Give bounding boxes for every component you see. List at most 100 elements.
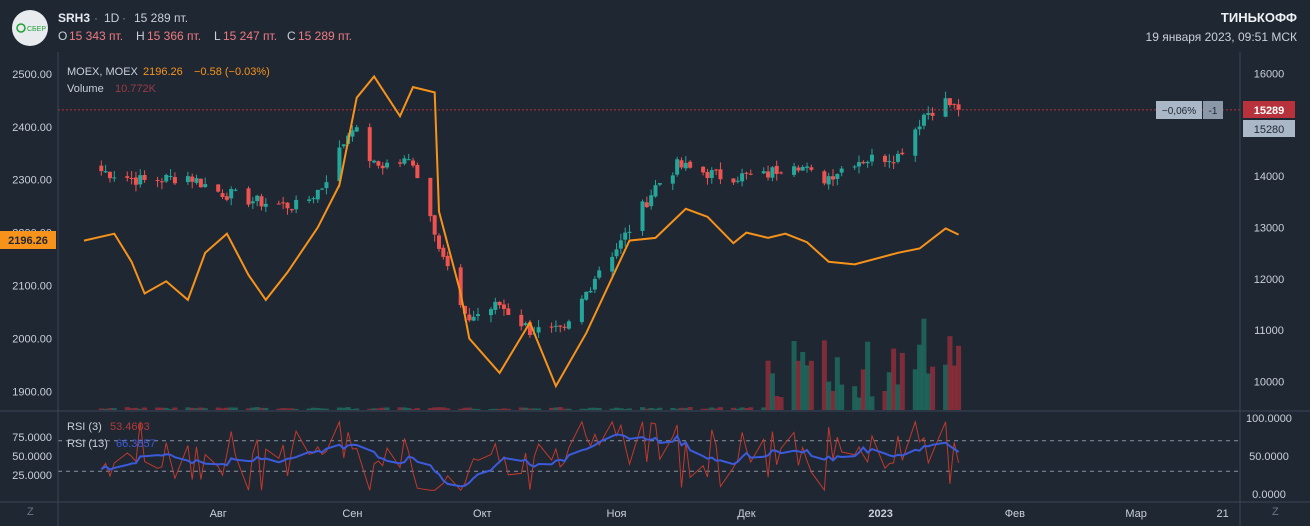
x-tick-label: Фев xyxy=(1005,508,1025,520)
datetime: 19 января 2023, 09:51 МСК xyxy=(1146,30,1297,44)
separator-dot: · xyxy=(94,11,98,25)
zoom-icon[interactable]: Z xyxy=(1272,506,1279,518)
candle-body xyxy=(683,162,688,169)
volume-bar xyxy=(943,364,949,410)
volume-bar xyxy=(445,408,451,410)
volume-bar xyxy=(657,407,663,410)
candle-body xyxy=(276,203,281,205)
candle-body xyxy=(471,316,476,321)
volume-bar xyxy=(834,357,840,410)
zoom-icon[interactable]: Z xyxy=(27,506,34,518)
candle-body xyxy=(891,162,896,164)
x-tick-label: Мар xyxy=(1125,508,1147,520)
ohlc-o-label: O xyxy=(58,29,67,43)
candle-body xyxy=(411,160,416,166)
rsi13-legend-label: RSI (13) xyxy=(67,438,108,450)
volume-bar xyxy=(410,408,416,410)
candle-body xyxy=(839,168,844,173)
right-tick-label: 11000 xyxy=(1254,325,1284,337)
candle-body xyxy=(856,162,861,167)
volume-bar xyxy=(263,407,269,410)
candle-body xyxy=(809,167,814,170)
last-price: 15 289 пт. xyxy=(134,11,188,25)
volume-bar xyxy=(124,407,130,410)
volume-bar xyxy=(168,408,174,410)
volume-bar xyxy=(107,408,113,410)
volume-bar xyxy=(791,340,797,410)
left-tick-label: 2400.00 xyxy=(12,122,52,134)
candle-body xyxy=(441,247,446,257)
volume-bar xyxy=(549,407,555,410)
candle-body xyxy=(103,171,108,173)
candle-body xyxy=(705,171,710,179)
volume-bar xyxy=(622,408,628,410)
ticker: SRH3 xyxy=(58,11,90,25)
rsi-panel xyxy=(58,419,1240,492)
candle-body xyxy=(475,314,480,317)
candle-body xyxy=(311,198,316,200)
volume-bar xyxy=(800,351,806,410)
volume-legend-value: 10.772K xyxy=(115,83,157,95)
price-line-value: 15280 xyxy=(1254,124,1285,136)
candle-body xyxy=(281,202,286,204)
volume-bar xyxy=(895,384,901,410)
order-badge[interactable]: −0,06% -1 xyxy=(1156,101,1223,119)
candle-body xyxy=(597,270,602,278)
candles[interactable] xyxy=(99,91,961,338)
rsi13-line xyxy=(100,433,960,488)
candle-body xyxy=(852,166,857,168)
volume-bar xyxy=(246,408,252,410)
candle-body xyxy=(562,326,567,328)
moex-last-badge: 2196.26 xyxy=(0,231,56,249)
candle-body xyxy=(956,104,961,110)
volume-bar xyxy=(319,408,325,410)
volume-bar xyxy=(886,372,892,410)
volume-bar xyxy=(155,407,161,410)
volume-bar xyxy=(250,407,256,410)
volume-bar xyxy=(505,408,511,410)
rsi3-legend-value: 53.4603 xyxy=(110,421,150,433)
interval[interactable]: 1D xyxy=(104,11,120,25)
candle-body xyxy=(376,161,381,166)
volume-bar xyxy=(440,407,446,410)
volume-bar xyxy=(839,384,845,410)
volume-bar xyxy=(730,407,736,410)
candle-body xyxy=(865,161,870,164)
volume-bar xyxy=(458,408,464,410)
candle-body xyxy=(324,182,329,189)
candle-body xyxy=(255,195,260,202)
volume-bar xyxy=(323,408,329,410)
ohlc-l-label: L xyxy=(214,29,221,43)
candle-body xyxy=(337,147,342,182)
sber-logo xyxy=(12,10,48,46)
volume-bar xyxy=(436,407,442,410)
volume-bar xyxy=(956,345,962,410)
candle-body xyxy=(822,171,827,184)
candle-body xyxy=(142,174,147,181)
volume-bar xyxy=(917,344,923,410)
candle-body xyxy=(882,155,887,162)
volume-bar xyxy=(804,365,810,410)
volume-bar xyxy=(700,408,706,410)
candle-body xyxy=(138,175,143,185)
volume-bar xyxy=(947,336,953,410)
candle-body xyxy=(913,129,918,156)
brand-logo: ТИНЬКОФФ xyxy=(1221,10,1297,25)
volume-bar xyxy=(185,407,191,410)
candle-body xyxy=(947,98,952,106)
ohlc-c-value: 15 289 пт. xyxy=(298,29,352,43)
candle-body xyxy=(99,165,104,172)
candle-body xyxy=(220,193,225,197)
volume-bar xyxy=(129,408,135,410)
right-tick-label: 13000 xyxy=(1254,222,1285,234)
volume-bar xyxy=(865,341,871,410)
candle-body xyxy=(670,175,675,184)
rsi-right-tick-label: 50.0000 xyxy=(1249,451,1289,463)
volume-bar xyxy=(852,386,858,410)
candle-body xyxy=(185,176,190,183)
rsi3-line xyxy=(100,419,960,492)
volume-bar xyxy=(111,408,117,410)
ohlc-c-label: C xyxy=(287,29,296,43)
candle-body xyxy=(623,232,628,240)
volume-bar xyxy=(951,365,957,410)
